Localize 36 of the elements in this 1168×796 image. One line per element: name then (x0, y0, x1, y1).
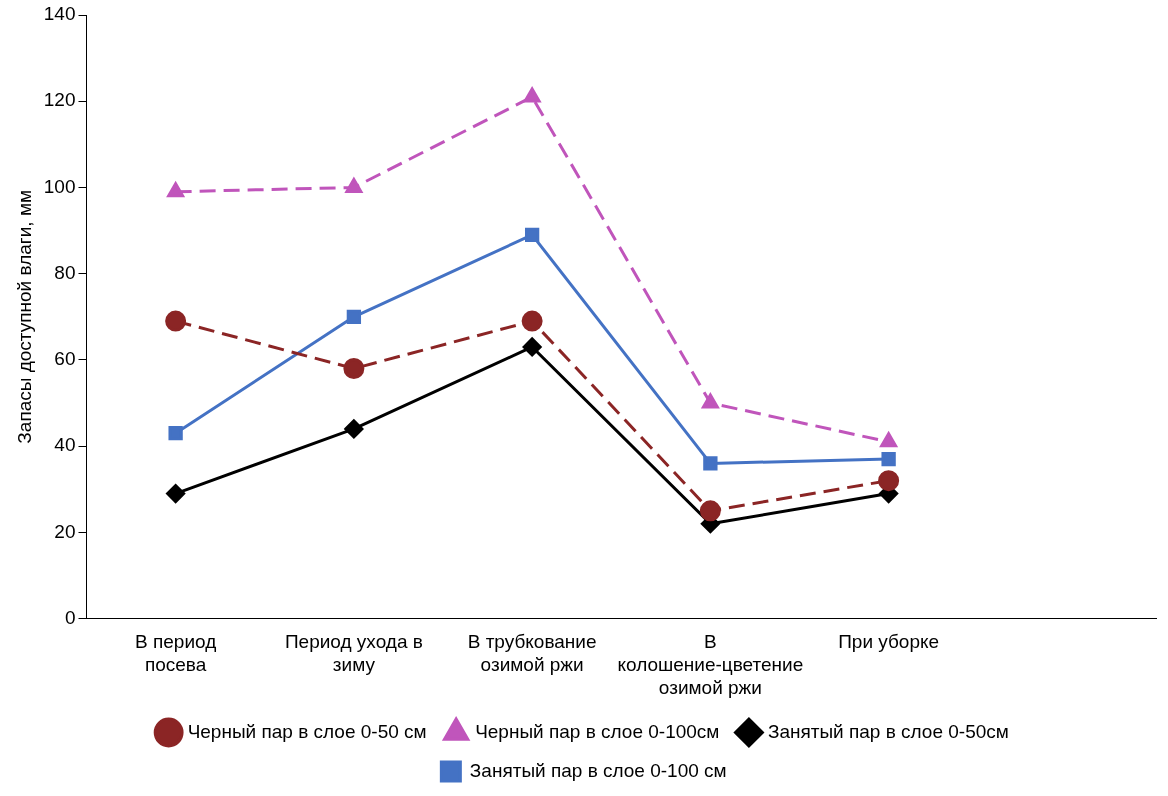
x-tick-label: Период ухода в зиму (284, 631, 423, 676)
point (703, 456, 718, 471)
y-tick-label: 100 (43, 175, 76, 197)
point (880, 432, 898, 448)
point (343, 358, 365, 380)
y-tick-label: 80 (54, 261, 76, 283)
point (524, 227, 540, 243)
point (168, 426, 183, 441)
point (521, 310, 543, 332)
point (701, 393, 719, 409)
y-tick-label: 20 (54, 520, 76, 542)
legend-label: Черный пар в слое 0-100см (475, 720, 720, 742)
y-tick-label: 140 (43, 3, 76, 25)
point (167, 182, 185, 198)
x-tick-label: В колошение-цветение озимой ржи (617, 631, 804, 698)
point (881, 451, 896, 467)
point (346, 309, 362, 324)
y-tick-label: 60 (54, 348, 76, 370)
point (522, 337, 542, 357)
point (699, 500, 721, 522)
point (166, 484, 186, 504)
y-tick-label: 40 (54, 434, 76, 456)
x-tick-label: В период посева (135, 631, 217, 676)
point (523, 87, 541, 103)
legend-label: Занятый пар в слое 0-100 см (469, 759, 727, 781)
legend-label: Занятый пар в слое 0-50см (767, 720, 1009, 742)
x-tick-label: При уборке (838, 631, 940, 653)
point (345, 177, 363, 193)
point (344, 419, 364, 439)
y-tick-label: 0 (64, 606, 76, 628)
point (878, 470, 900, 492)
y-tick-label: 120 (43, 89, 76, 111)
legend-label: Черный пар в слое 0-50 см (187, 720, 427, 742)
point (165, 310, 187, 332)
x-tick-label: В трубкование озимой ржи (467, 631, 597, 676)
y-axis-title: Запасы доступной влаги, мм (13, 189, 35, 444)
